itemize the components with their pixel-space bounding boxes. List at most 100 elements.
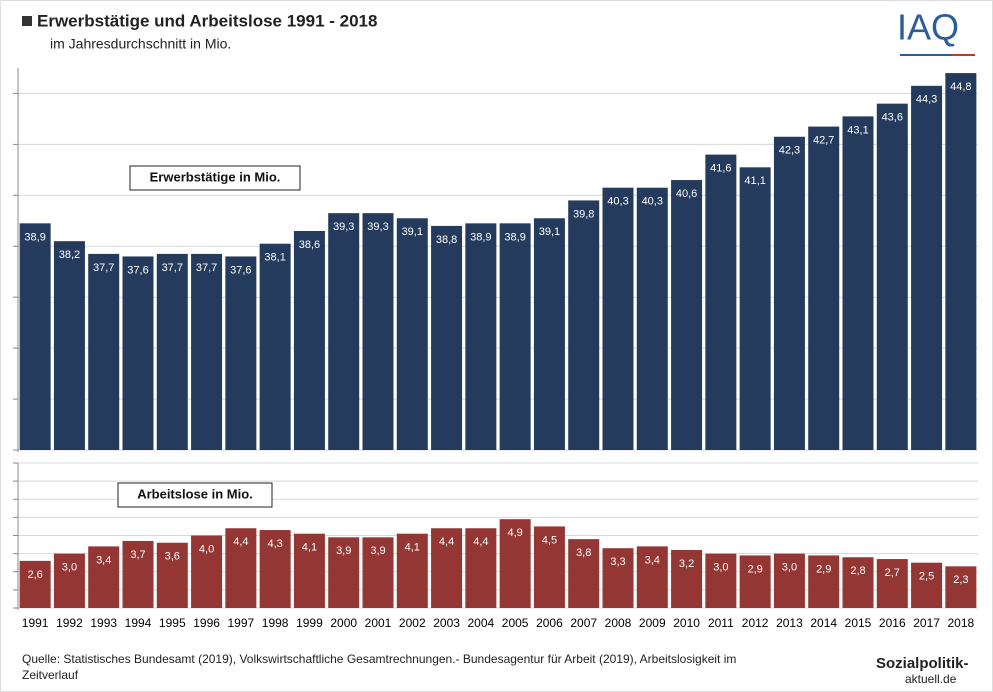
- value-label: 38,9: [24, 231, 45, 243]
- value-label: 43,6: [882, 112, 903, 124]
- x-tick-label: 1995: [159, 616, 186, 630]
- value-label: 39,3: [367, 221, 388, 233]
- bar: [362, 537, 394, 608]
- source: Zeitverlauf: [22, 668, 79, 682]
- bar: [259, 530, 291, 608]
- value-label: 3,0: [62, 562, 77, 574]
- value-label: 3,0: [713, 562, 728, 574]
- bar: [431, 528, 463, 608]
- value-label: 4,4: [473, 536, 488, 548]
- value-label: 3,7: [130, 549, 145, 561]
- value-label: 38,8: [436, 234, 457, 246]
- bar: [396, 218, 428, 450]
- value-label: 4,3: [267, 538, 282, 550]
- value-label: 37,7: [196, 262, 217, 274]
- title-marker: [22, 16, 32, 26]
- bar: [225, 528, 257, 608]
- bar: [945, 566, 977, 608]
- source: Quelle: Statistisches Bundesamt (2019), …: [22, 652, 736, 666]
- bar: [191, 535, 223, 608]
- value-label: 2,8: [850, 565, 865, 577]
- bar: [88, 546, 120, 608]
- value-label: 44,3: [916, 94, 937, 106]
- bar: [293, 533, 325, 608]
- value-label: 41,1: [744, 175, 765, 187]
- value-label: 39,8: [573, 208, 594, 220]
- bar: [842, 557, 874, 608]
- x-tick-label: 1997: [228, 616, 255, 630]
- bar: [602, 548, 634, 608]
- bar: [739, 167, 771, 450]
- bar: [636, 187, 668, 450]
- x-tick-label: 1994: [125, 616, 152, 630]
- value-label: 43,1: [847, 124, 868, 136]
- value-label: 39,3: [333, 221, 354, 233]
- value-label: 2,7: [885, 567, 900, 579]
- logo2: aktuell.de: [905, 672, 957, 686]
- bar: [191, 253, 223, 450]
- legend-label: Erwerbstätige in Mio.: [150, 169, 281, 184]
- x-tick-label: 2011: [708, 616, 734, 630]
- bar: [705, 553, 737, 608]
- value-label: 2,6: [27, 569, 42, 581]
- logo: IAQ: [897, 7, 959, 48]
- value-label: 3,2: [679, 558, 694, 570]
- value-label: 37,6: [230, 264, 251, 276]
- bar: [156, 542, 188, 608]
- bar: [259, 243, 291, 450]
- bar: [705, 154, 737, 450]
- logo2: Sozialpolitik-: [876, 655, 969, 672]
- value-label: 40,6: [676, 188, 697, 200]
- value-label: 2,9: [816, 563, 831, 575]
- bar: [465, 223, 497, 450]
- bar: [122, 256, 154, 450]
- bar: [122, 540, 154, 608]
- value-label: 4,0: [199, 543, 214, 555]
- chart-title: Erwerbstätige und Arbeitslose 1991 - 201…: [37, 11, 377, 30]
- bar: [53, 553, 85, 608]
- bar: [671, 550, 703, 608]
- bar: [568, 539, 600, 608]
- value-label: 38,9: [504, 231, 525, 243]
- value-label: 38,9: [470, 231, 491, 243]
- bar: [568, 200, 600, 450]
- value-label: 4,4: [233, 536, 248, 548]
- bar: [156, 253, 188, 450]
- x-tick-label: 2009: [639, 616, 666, 630]
- x-tick-label: 2008: [605, 616, 632, 630]
- value-label: 40,3: [607, 196, 628, 208]
- bar: [396, 533, 428, 608]
- bar: [293, 230, 325, 450]
- bar: [533, 526, 565, 608]
- bar: [88, 253, 120, 450]
- value-label: 3,0: [782, 562, 797, 574]
- value-label: 39,1: [402, 226, 423, 238]
- value-label: 3,3: [610, 556, 625, 568]
- value-label: 3,9: [370, 545, 385, 557]
- bar: [739, 555, 771, 608]
- legend-box: [129, 165, 301, 191]
- x-tick-label: 2005: [502, 616, 529, 630]
- bar: [328, 537, 360, 608]
- x-tick-label: 2003: [433, 616, 460, 630]
- bar: [911, 562, 943, 608]
- value-label: 2,5: [919, 571, 934, 583]
- bar: [53, 241, 85, 450]
- bar: [842, 116, 874, 451]
- value-label: 38,6: [299, 239, 320, 251]
- bar: [431, 225, 463, 450]
- value-label: 4,1: [302, 542, 317, 554]
- value-label: 4,9: [507, 527, 522, 539]
- value-label: 38,1: [264, 252, 285, 264]
- value-label: 2,3: [953, 574, 968, 586]
- value-label: 38,2: [59, 249, 80, 261]
- value-label: 41,6: [710, 162, 731, 174]
- x-tick-label: 2006: [536, 616, 563, 630]
- value-label: 3,9: [336, 545, 351, 557]
- x-tick-label: 2002: [399, 616, 426, 630]
- value-label: 37,7: [162, 262, 183, 274]
- bar: [19, 560, 51, 608]
- bar: [773, 553, 805, 608]
